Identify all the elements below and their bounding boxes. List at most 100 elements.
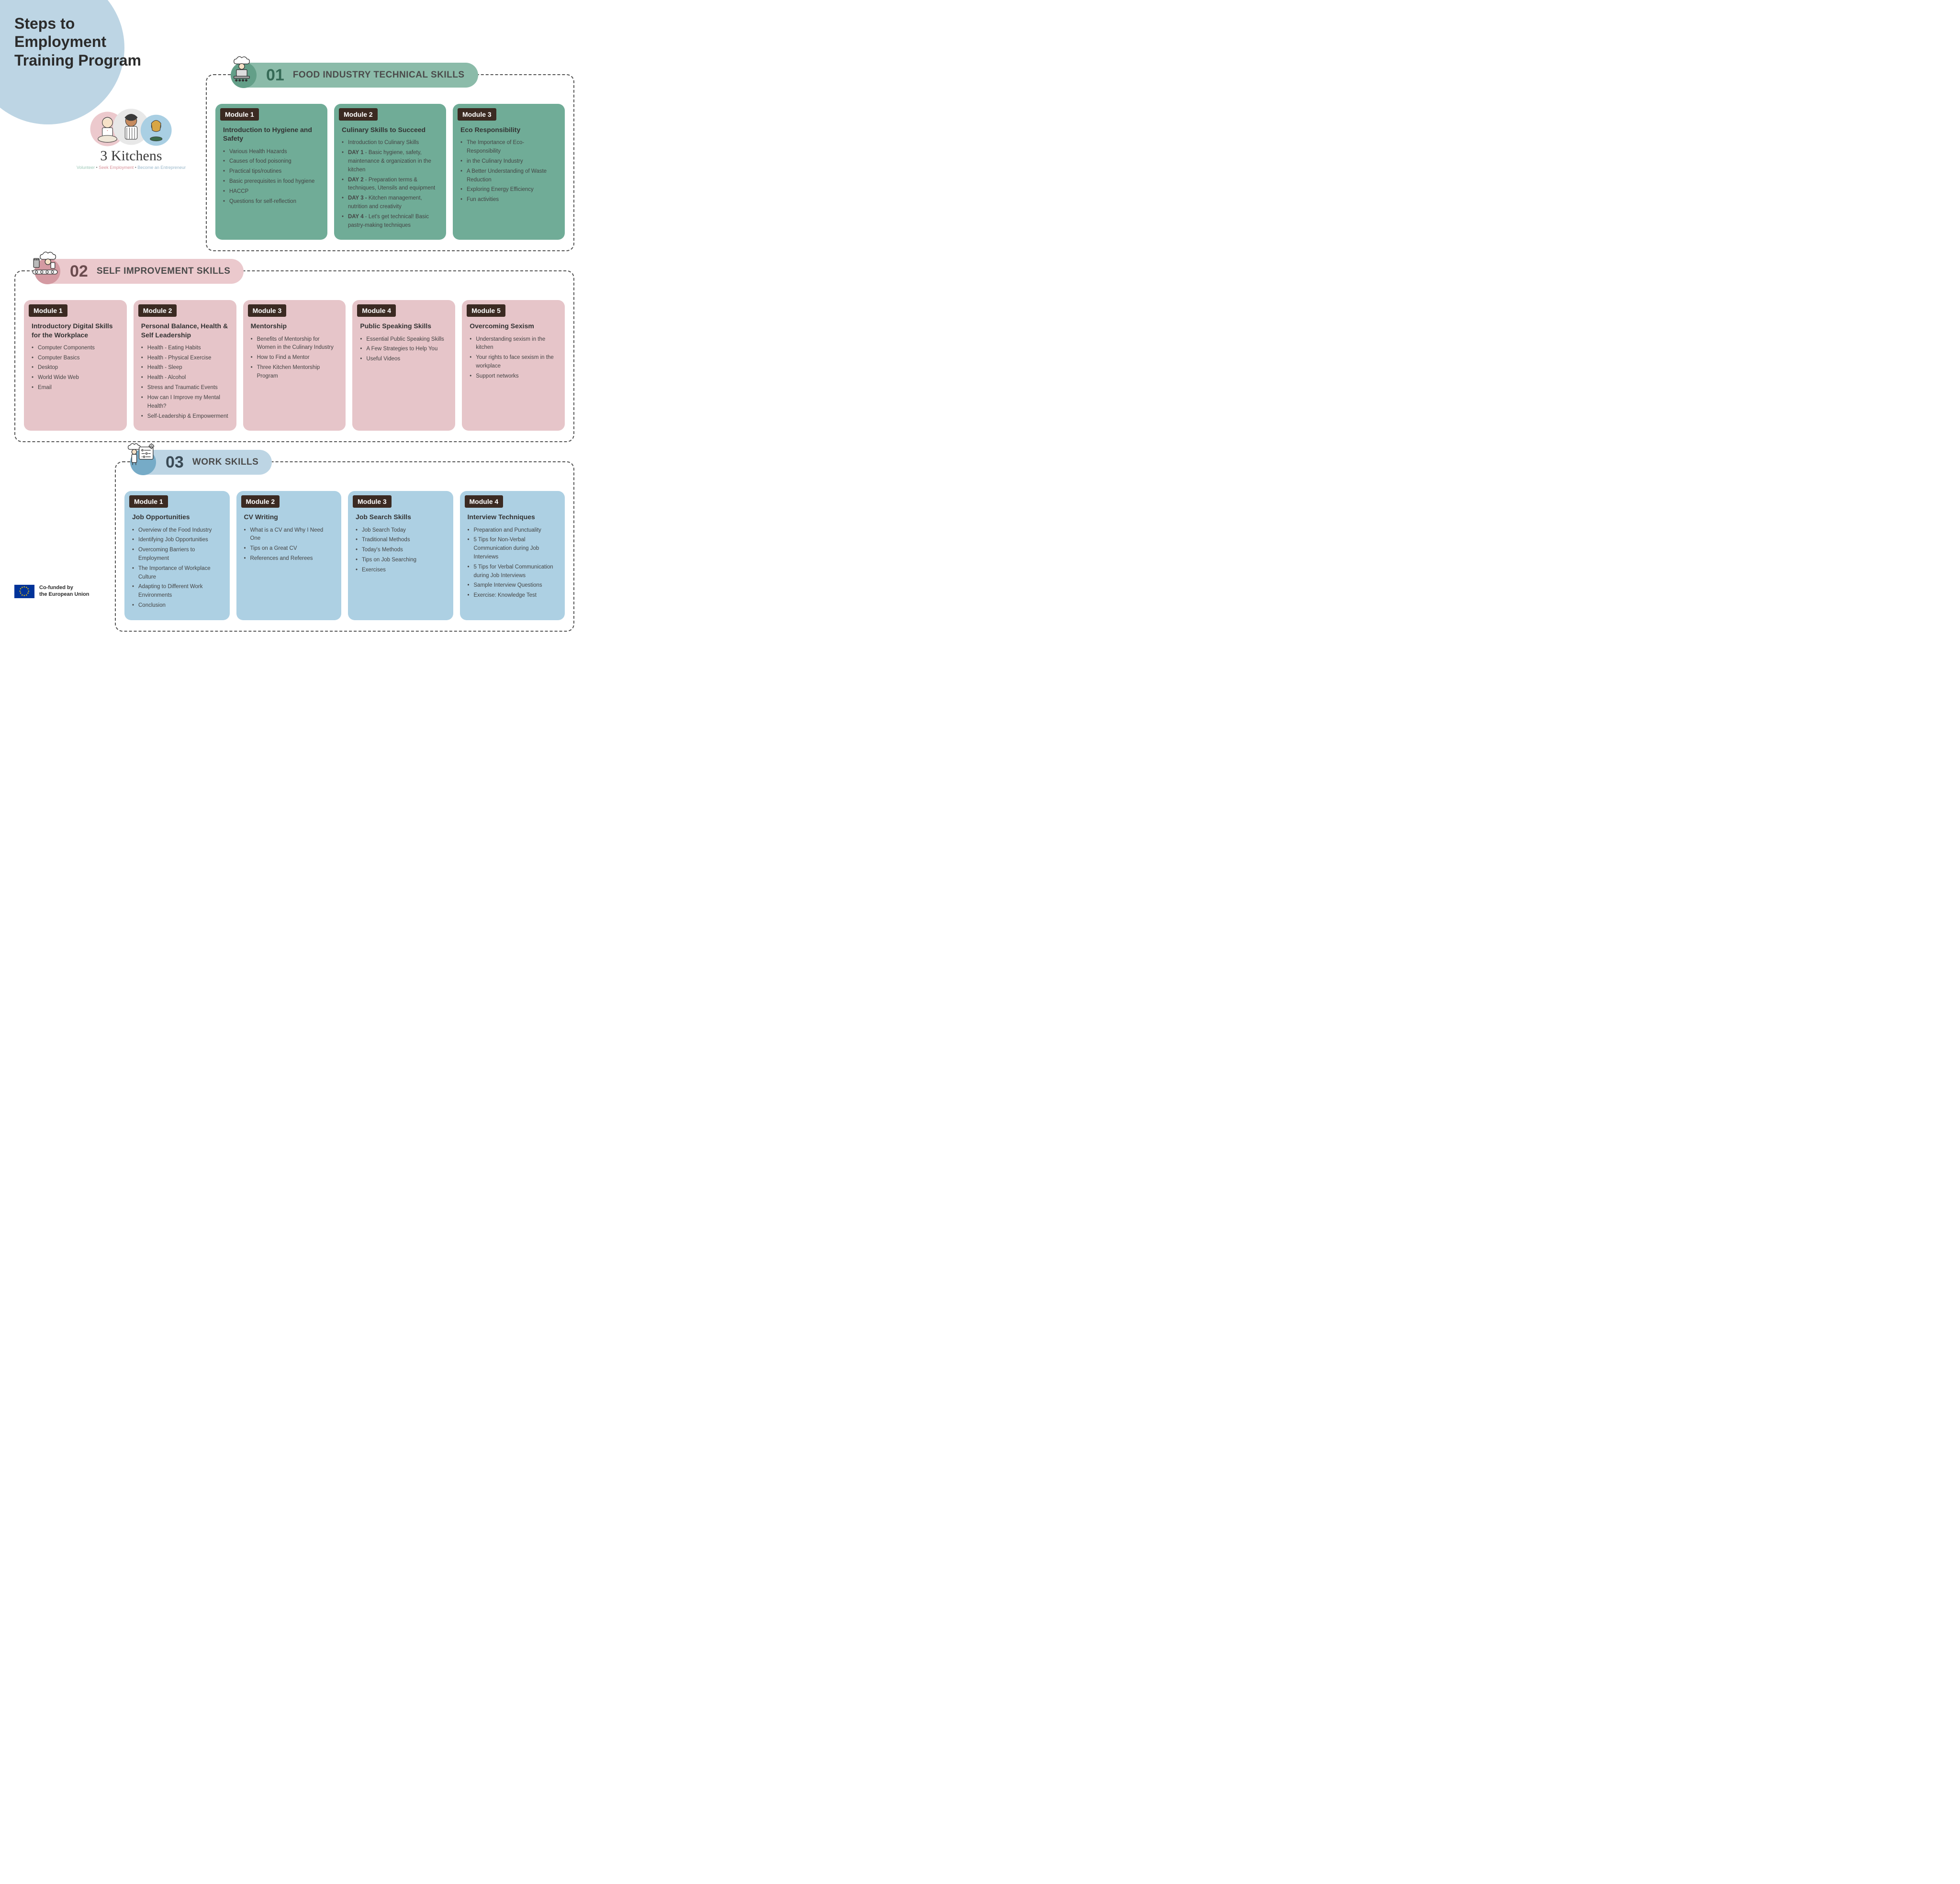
module-item: Causes of food poisoning [223, 157, 320, 166]
module-card: Module 2 CV Writing What is a CV and Why I… [236, 491, 342, 620]
module-item: Overcoming Barriers to Employment [132, 546, 222, 563]
module-title: Eco Responsibility [460, 125, 557, 134]
modules-row: Module 1 Job Opportunities Overview of the… [124, 491, 565, 620]
module-item: Today's Methods [356, 546, 446, 555]
module-title: Introduction to Hygiene and Safety [223, 125, 320, 143]
module-item: Support networks [470, 372, 557, 381]
module-badge: Module 2 [138, 304, 177, 317]
module-item: A Better Understanding of Waste Reductio… [460, 167, 557, 185]
module-item: Three Kitchen Mentorship Program [251, 364, 338, 381]
logo-name: 3 Kitchens [77, 148, 186, 164]
module-item: Health - Eating Habits [141, 344, 229, 353]
module-title: Culinary Skills to Succeed [342, 125, 438, 134]
module-item: How can I Improve my Mental Health? [141, 394, 229, 411]
module-item: Tips on a Great CV [244, 545, 334, 553]
module-item: 5 Tips for Verbal Communication during J… [468, 563, 558, 580]
module-items: Job Search TodayTraditional MethodsToday… [356, 526, 446, 575]
module-item: Various Health Hazards [223, 148, 320, 156]
module-badge: Module 4 [357, 304, 396, 317]
section-work-skills: 03 WORK SKILLS Module 1Job Opportunities… [115, 461, 574, 632]
module-item: Practical tips/routines [223, 167, 320, 176]
module-title: Public Speaking Skills [360, 322, 448, 330]
module-card: Module 1 Introductory Digital Skills for … [24, 300, 127, 431]
module-item: Desktop [32, 364, 119, 372]
module-card: Module 1 Job Opportunities Overview of the… [124, 491, 230, 620]
module-item: Your rights to face sexism in the workpl… [470, 354, 557, 371]
section-title: SELF IMPROVEMENT SKILLS [97, 266, 231, 277]
chef-conveyor-icon [31, 250, 60, 279]
module-items: What is a CV and Why I Need OneTips on a… [244, 526, 334, 563]
module-title: Mentorship [251, 322, 338, 330]
module-item: Essential Public Speaking Skills [360, 335, 448, 344]
eu-star-icon: ★ [21, 586, 23, 589]
module-card: Module 1 Introduction to Hygiene and Safe… [215, 104, 327, 240]
module-item: Stress and Traumatic Events [141, 384, 229, 392]
module-badge: Module 1 [29, 304, 67, 317]
module-item: Adapting to Different Work Environments [132, 583, 222, 600]
module-badge: Module 3 [353, 495, 392, 508]
module-item: in the Culinary Industry [460, 157, 557, 166]
module-item: Computer Basics [32, 354, 119, 363]
module-items: Benefits of Mentorship for Women in the … [251, 335, 338, 381]
module-card: Module 3 Eco Responsibility The Importance… [453, 104, 565, 240]
module-item: Exercise: Knowledge Test [468, 591, 558, 600]
module-items: The Importance of Eco-Responsibilityin t… [460, 139, 557, 204]
module-items: Understanding sexism in the kitchenYour … [470, 335, 557, 381]
module-card: Module 4Interview TechniquesPreparation … [460, 491, 565, 620]
module-item: HACCP [223, 188, 320, 196]
module-items: Overview of the Food IndustryIdentifying… [132, 526, 222, 610]
module-item: Basic prerequisites in food hygiene [223, 178, 320, 186]
eu-star-icon: ★ [25, 594, 27, 597]
module-title: Job Search Skills [356, 513, 446, 521]
module-badge: Module 1 [129, 495, 168, 508]
section-number: 01 [266, 66, 284, 85]
section-number: 03 [166, 453, 184, 472]
module-item: Traditional Methods [356, 536, 446, 545]
module-item: DAY 1 - Basic hygiene, safety, maintenan… [342, 149, 438, 174]
module-item: How to Find a Mentor [251, 354, 338, 362]
module-badge: Module 5 [467, 304, 505, 317]
module-badge: Module 2 [339, 108, 378, 121]
logo-tagline: Volunteer • Seek Employment • Become an … [77, 165, 186, 170]
module-item: Exploring Energy Efficiency [460, 186, 557, 194]
module-item: Introduction to Culinary Skills [342, 139, 438, 147]
modules-row: Module 1 Introduction to Hygiene and Safe… [215, 104, 565, 240]
module-badge: Module 1 [220, 108, 259, 121]
module-item: Fun activities [460, 196, 557, 204]
module-badge: Module 3 [248, 304, 287, 317]
module-item: Identifying Job Opportunities [132, 536, 222, 545]
module-title: Introductory Digital Skills for the Work… [32, 322, 119, 339]
module-item: The Importance of Eco-Responsibility [460, 139, 557, 156]
module-items: Health - Eating HabitsHealth - Physical … [141, 344, 229, 421]
chef-laptop-icon [227, 54, 257, 83]
module-item: Job Search Today [356, 526, 446, 535]
module-card: Module 3 Job Search Skills Job Search Toda… [348, 491, 453, 620]
section-title: WORK SKILLS [192, 457, 259, 468]
module-card: Module 2 Culinary Skills to Succeed Introd… [334, 104, 446, 240]
module-badge: Module 4 [465, 495, 504, 508]
section-number: 02 [70, 262, 88, 281]
section-self-improvement: 02 SELF IMPROVEMENT SKILLS Module 1Intro… [14, 270, 574, 442]
section-header: 01 FOOD INDUSTRY TECHNICAL SKILLS [235, 63, 478, 88]
module-item: Benefits of Mentorship for Women in the … [251, 335, 338, 353]
logo-illustration: ♥ [88, 105, 174, 148]
module-item: Email [32, 384, 119, 392]
page-title: Steps to Employment Training Program [10, 10, 153, 69]
module-title: Job Opportunities [132, 513, 222, 521]
eu-flag-icon: ★★★★★★★★★★★★ [14, 585, 34, 598]
eu-star-icon: ★ [23, 594, 25, 597]
module-items: Computer ComponentsComputer BasicsDeskto… [32, 344, 119, 392]
module-card: Module 3 Mentorship Benefits of Mentorship… [243, 300, 346, 431]
eu-cofunded-block: ★★★★★★★★★★★★ Co-funded by the European U… [14, 585, 90, 598]
module-item: DAY 3 - Kitchen management, nutrition an… [342, 194, 438, 212]
module-item: World Wide Web [32, 374, 119, 382]
modules-row: Module 1 Introductory Digital Skills for … [24, 300, 565, 431]
module-item: Conclusion [132, 602, 222, 610]
module-title: Personal Balance, Health & Self Leadersh… [141, 322, 229, 339]
module-badge: Module 3 [458, 108, 496, 121]
module-item: DAY 4 - Let's get technical! Basic pastr… [342, 213, 438, 230]
module-badge: Module 2 [241, 495, 280, 508]
module-title: CV Writing [244, 513, 334, 521]
module-title: Overcoming Sexism [470, 322, 557, 330]
module-item: Health - Sleep [141, 364, 229, 372]
